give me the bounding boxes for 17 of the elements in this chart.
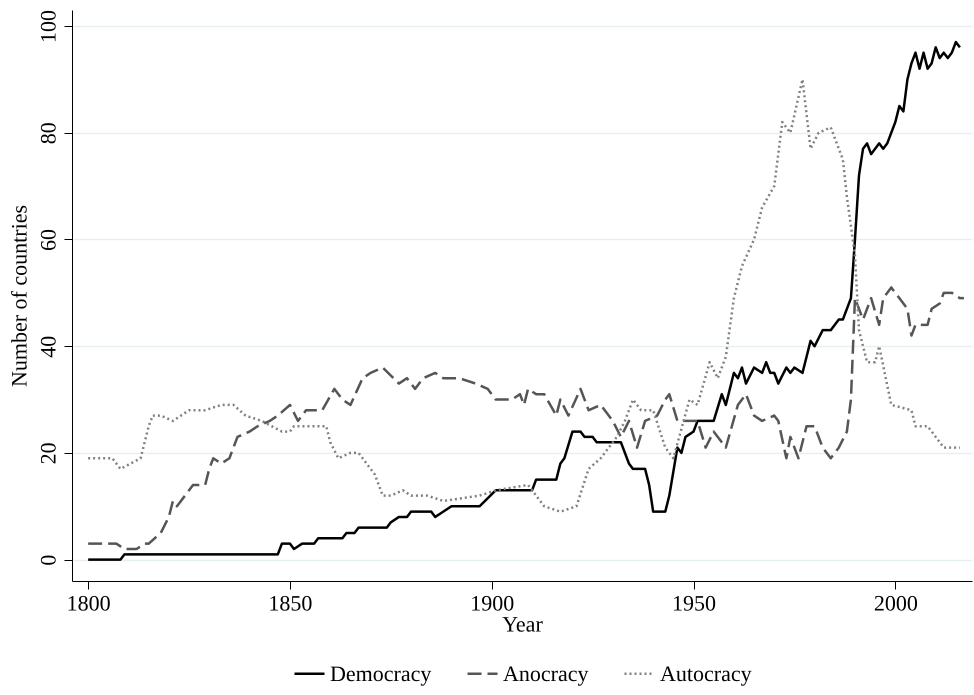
x-tick-label: 1850 xyxy=(268,590,312,616)
y-tick-label: 0 xyxy=(36,554,60,566)
x-tick-label: 1950 xyxy=(672,590,716,616)
x-tick-label: 2000 xyxy=(874,590,918,616)
y-tick-label: 60 xyxy=(36,228,60,251)
y-tick-label: 80 xyxy=(36,122,60,144)
x-tick-label: 1800 xyxy=(66,590,111,616)
y-tick-label: 40 xyxy=(36,336,60,358)
y-tick-label: 20 xyxy=(36,442,60,464)
line-series xyxy=(86,286,966,550)
line-series xyxy=(86,40,962,561)
y-axis-title: Number of countries xyxy=(6,204,32,388)
legend-label: Anocracy xyxy=(503,660,589,686)
legend-label: Democracy xyxy=(330,660,432,686)
line-series xyxy=(86,78,962,513)
y-tick-label: 100 xyxy=(36,10,60,44)
legend-label: Autocracy xyxy=(660,660,752,686)
